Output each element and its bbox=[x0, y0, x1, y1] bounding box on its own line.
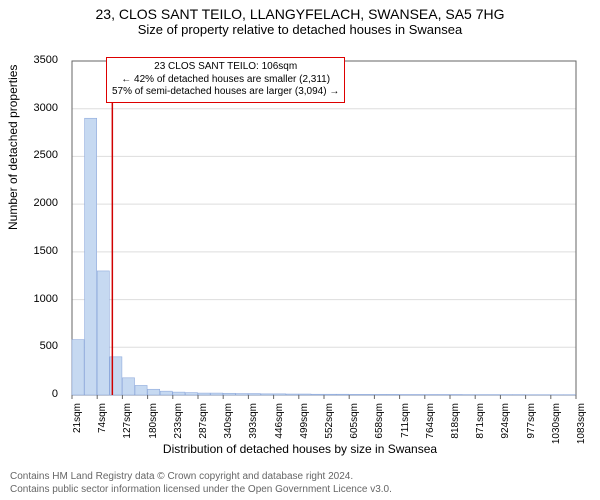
y-tick-label: 3500 bbox=[18, 54, 58, 66]
footer: Contains HM Land Registry data © Crown c… bbox=[0, 470, 600, 496]
callout-line3: 57% of semi-detached houses are larger (… bbox=[112, 86, 339, 99]
y-tick-label: 1500 bbox=[18, 245, 58, 257]
title-main: 23, CLOS SANT TEILO, LLANGYFELACH, SWANS… bbox=[0, 0, 600, 22]
x-axis-label: Distribution of detached houses by size … bbox=[0, 442, 600, 456]
y-tick-label: 3000 bbox=[18, 102, 58, 114]
callout-box: 23 CLOS SANT TEILO: 106sqm ← 42% of deta… bbox=[106, 57, 345, 103]
callout-line1: 23 CLOS SANT TEILO: 106sqm bbox=[112, 61, 339, 74]
y-tick-label: 2500 bbox=[18, 149, 58, 161]
y-tick-label: 500 bbox=[18, 340, 58, 352]
chart-area: 23 CLOS SANT TEILO: 106sqm ← 42% of deta… bbox=[62, 55, 582, 405]
y-tick-label: 1000 bbox=[18, 293, 58, 305]
footer-line1: Contains HM Land Registry data © Crown c… bbox=[10, 470, 600, 483]
y-tick-label: 0 bbox=[18, 388, 58, 400]
title-sub: Size of property relative to detached ho… bbox=[0, 22, 600, 37]
callout-line2: ← 42% of detached houses are smaller (2,… bbox=[112, 74, 339, 87]
footer-line2: Contains public sector information licen… bbox=[10, 483, 600, 496]
y-tick-label: 2000 bbox=[18, 197, 58, 209]
histogram-svg bbox=[62, 55, 582, 405]
